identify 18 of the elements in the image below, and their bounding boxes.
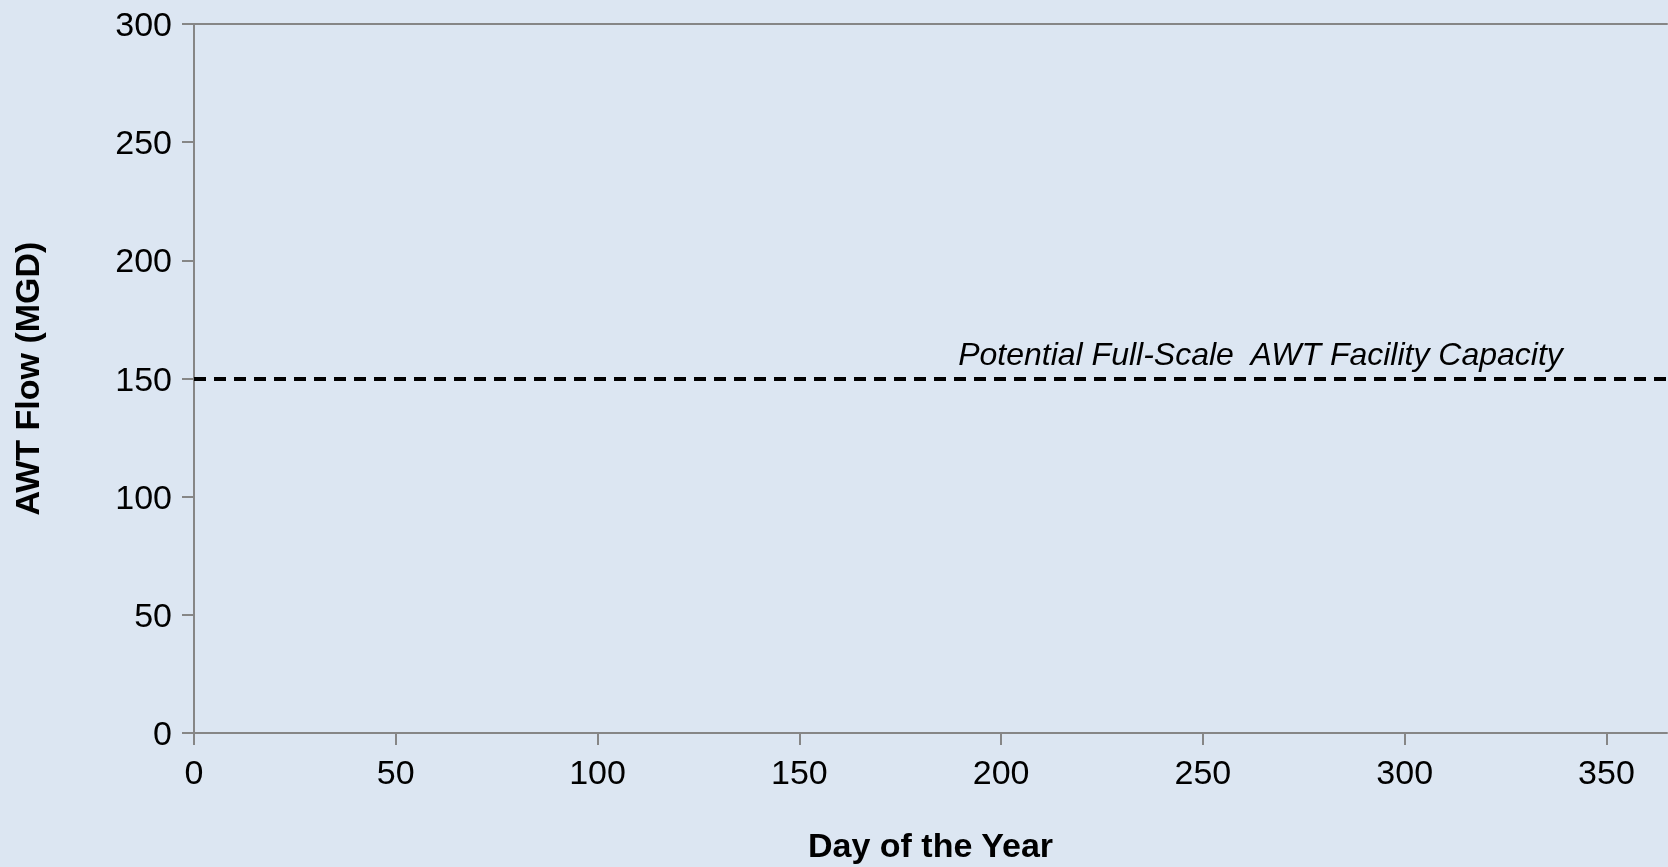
x-tick-label: 50: [376, 753, 415, 791]
y-tick-label: 150: [115, 359, 172, 398]
x-tick-label: 200: [972, 753, 1030, 791]
x-tick-label: 350: [1578, 753, 1635, 791]
ref-line-label: Potential Full-Scale AWT Facility Capacity: [958, 335, 1565, 372]
x-tick-label: 150: [770, 753, 828, 791]
x-tick-label: 250: [1174, 753, 1232, 791]
y-tick-label: 300: [115, 5, 172, 43]
x-tick-label: 300: [1376, 753, 1434, 791]
x-axis-title: Day of the Year: [807, 826, 1054, 864]
y-tick-label: 0: [153, 714, 172, 752]
y-tick-label: 50: [134, 595, 172, 634]
y-tick-label: 100: [115, 477, 172, 516]
y-axis-title: AWT Flow (MGD): [8, 241, 46, 516]
y-tick-label: 250: [115, 123, 172, 162]
x-tick-label: 100: [569, 753, 626, 791]
y-tick-label: 200: [115, 241, 172, 280]
x-tick-label: 0: [184, 753, 204, 791]
